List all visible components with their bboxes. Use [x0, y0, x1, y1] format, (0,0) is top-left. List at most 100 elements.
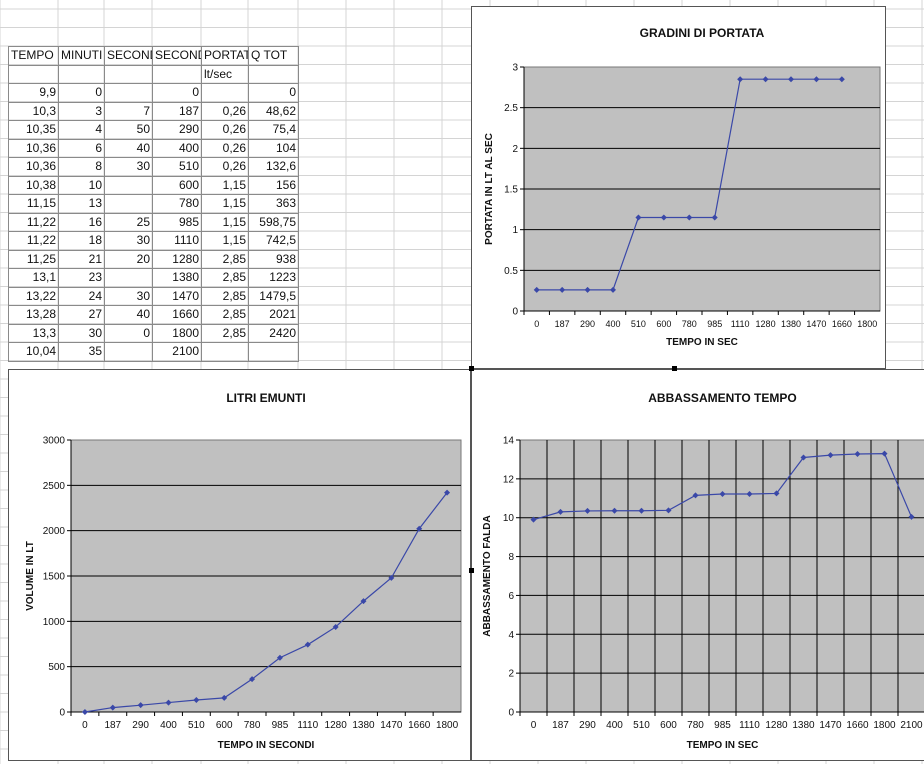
x-tick-label: 780: [682, 319, 697, 329]
data-point: [773, 490, 780, 497]
data-point: [881, 450, 888, 457]
y-tick-label: 3: [512, 63, 518, 74]
x-axis-title: TEMPO IN SEC: [687, 740, 759, 751]
data-point: [584, 507, 591, 514]
y-tick-label: 2: [512, 144, 518, 155]
x-tick-label: 985: [714, 720, 731, 731]
data-point: [165, 699, 172, 706]
x-tick-label: 187: [552, 720, 569, 731]
data-point: [638, 507, 645, 514]
data-point: [193, 696, 200, 703]
x-tick-label: 187: [555, 319, 570, 329]
data-point: [719, 491, 726, 498]
chart-abbassamento-panel[interactable]: ABBASSAMENTO TEMPO 0 2 4 6 8 10 12 14 0 187 290 400 5…: [471, 369, 924, 761]
y-tick-label: 1: [512, 225, 518, 236]
data-point: [838, 76, 845, 83]
x-tick-label: 1380: [352, 720, 375, 731]
data-point: [686, 214, 693, 221]
x-tick-label: 1380: [792, 720, 815, 731]
data-point: [416, 525, 423, 532]
data-point: [800, 454, 807, 461]
chart-abbassamento: ABBASSAMENTO TEMPO 0 2 4 6 8 10 12 14 0 187 290 400 5…: [482, 391, 924, 751]
y-tick-label: 14: [503, 436, 515, 447]
x-tick-label: 1470: [819, 720, 842, 731]
chart-litri-panel[interactable]: LITRI EMUNTI 0 500 1000 1500 2000 2500 3000 0 187…: [8, 369, 471, 761]
y-tick-label: 0: [59, 708, 65, 719]
x-tick-label: 400: [606, 720, 623, 731]
y-axis-title: PORTATA IN LT AL SEC: [484, 133, 495, 245]
data-point: [360, 598, 367, 605]
chart-title: ABBASSAMENTO TEMPO: [648, 391, 796, 405]
y-tick-label: 6: [508, 591, 514, 602]
y-tick-label: 8: [508, 552, 514, 563]
data-point: [221, 694, 228, 701]
y-tick-label: 12: [503, 474, 515, 485]
chart-gradini: GRADINI DI PORTATA 0 0.5 1 1.5 2 2.5 3 0 187 290 40…: [484, 26, 881, 348]
y-tick-label: 1000: [43, 617, 66, 628]
x-tick-label: 1280: [325, 720, 348, 731]
x-tick-label: 400: [160, 720, 177, 731]
x-tick-label: 0: [82, 720, 88, 731]
data-point: [557, 508, 564, 515]
chart-title: GRADINI DI PORTATA: [640, 26, 765, 40]
data-point: [660, 214, 667, 221]
y-tick-label: 3000: [43, 436, 66, 447]
chart-litri: LITRI EMUNTI 0 500 1000 1500 2000 2500 3000 0 187…: [25, 391, 462, 751]
data-point: [611, 507, 618, 514]
x-tick-label: 1280: [756, 319, 776, 329]
plot-area: [519, 439, 924, 713]
x-tick-label: 187: [104, 720, 121, 731]
y-tick-label: 2000: [43, 526, 66, 537]
data-point: [908, 513, 915, 520]
data-point: [813, 76, 820, 83]
x-tick-label: 600: [660, 720, 677, 731]
y-tick-label: 0: [512, 307, 518, 318]
y-tick-label: 2: [508, 669, 514, 680]
x-axis-title: TEMPO IN SECONDI: [218, 740, 315, 751]
data-point: [827, 452, 834, 459]
x-tick-label: 1470: [806, 319, 826, 329]
data-point: [746, 491, 753, 498]
data-point: [692, 492, 699, 499]
x-tick-label: 780: [244, 720, 261, 731]
data-point: [304, 641, 311, 648]
x-tick-label: 1470: [380, 720, 403, 731]
y-axis-title: VOLUME IN LT: [25, 541, 36, 611]
data-point: [137, 702, 144, 709]
x-tick-label: 1660: [408, 720, 431, 731]
data-point: [635, 214, 642, 221]
x-tick-label: 1660: [846, 720, 869, 731]
data-point: [854, 450, 861, 457]
data-point: [711, 214, 718, 221]
x-tick-label: 1280: [765, 720, 788, 731]
x-tick-label: 400: [605, 319, 620, 329]
x-tick-label: 600: [216, 720, 233, 731]
data-point: [249, 676, 256, 683]
y-tick-label: 500: [48, 662, 65, 673]
x-tick-label: 1110: [731, 319, 750, 329]
data-point: [530, 516, 537, 523]
x-tick-label: 600: [656, 319, 671, 329]
x-tick-label: 1660: [832, 319, 852, 329]
data-point: [388, 574, 395, 581]
data-point: [533, 286, 540, 293]
selection-handle[interactable]: [469, 366, 474, 371]
data-point: [81, 709, 88, 715]
x-axis-title: TEMPO IN SEC: [666, 337, 738, 348]
x-tick-label: 510: [631, 319, 646, 329]
data-point: [610, 286, 616, 293]
data-point: [665, 507, 672, 514]
series-line: [84, 492, 448, 713]
data-point: [762, 76, 769, 83]
data-point: [737, 76, 744, 83]
selection-handle[interactable]: [469, 568, 474, 573]
x-tick-label: 0: [531, 720, 537, 731]
x-tick-label: 0: [534, 319, 539, 329]
chart-gradini-panel[interactable]: GRADINI DI PORTATA 0 0.5 1 1.5 2 2.5 3 0 187 290 40…: [471, 6, 886, 369]
y-tick-label: 2500: [43, 481, 66, 492]
selection-handle[interactable]: [672, 366, 677, 371]
x-tick-label: 510: [188, 720, 205, 731]
x-tick-label: 1800: [857, 319, 877, 329]
data-point: [109, 704, 116, 711]
x-tick-label: 985: [707, 319, 722, 329]
